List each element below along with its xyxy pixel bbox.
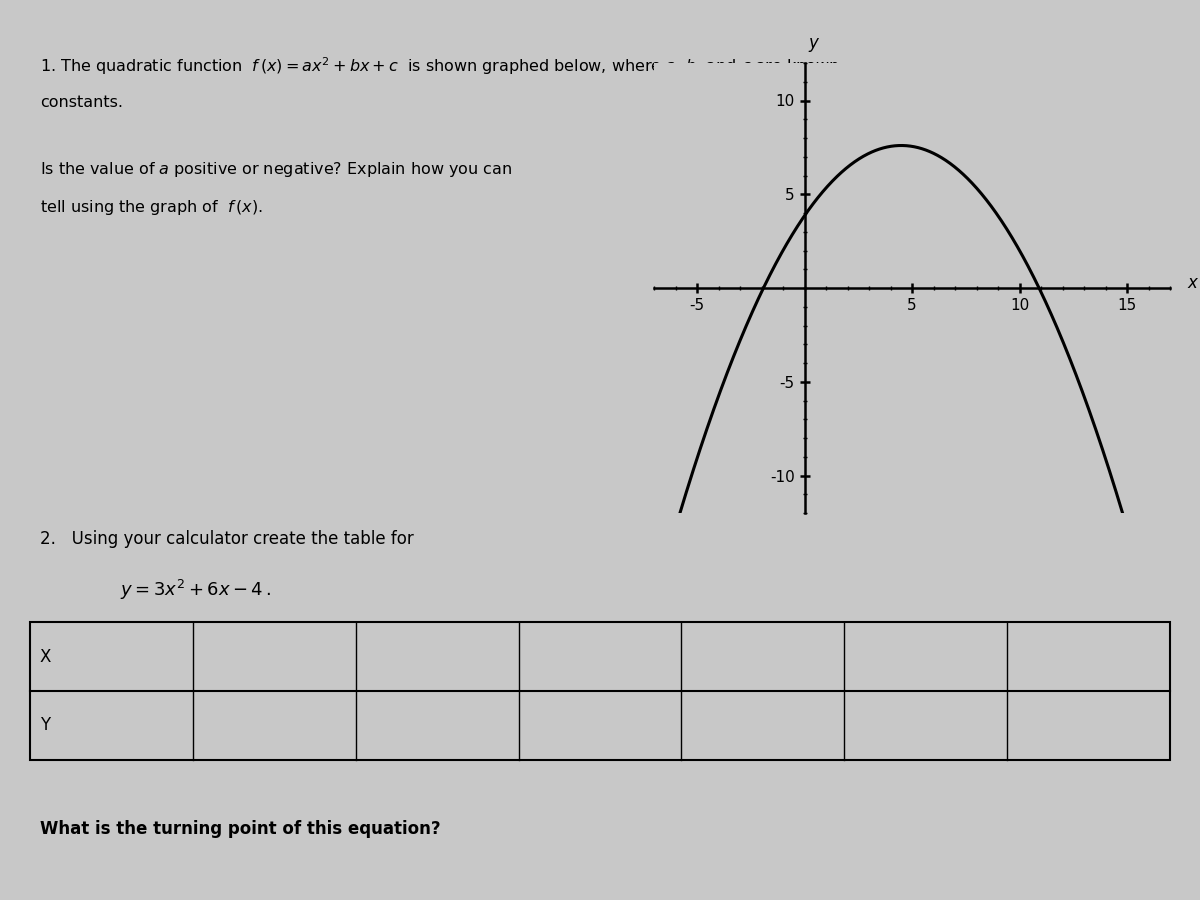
Text: Is the value of $a$ positive or negative? Explain how you can: Is the value of $a$ positive or negative…: [40, 160, 512, 179]
Bar: [30, 622, 1170, 760]
Text: $y=3x^2+6x-4\,.$: $y=3x^2+6x-4\,.$: [120, 578, 271, 602]
Text: Y: Y: [40, 716, 49, 734]
Text: x: x: [1187, 274, 1198, 292]
Text: constants.: constants.: [40, 95, 124, 110]
Text: X: X: [40, 647, 50, 665]
Text: 2.   Using your calculator create the table for: 2. Using your calculator create the tabl…: [40, 530, 414, 548]
Text: y: y: [808, 33, 818, 51]
Text: tell using the graph of  $f\,(x)$.: tell using the graph of $f\,(x)$.: [40, 198, 263, 217]
Text: 1. The quadratic function  $f\,(x)=ax^2+bx+c$  is shown graphed below, where $a$: 1. The quadratic function $f\,(x)=ax^2+b…: [40, 55, 840, 76]
Text: What is the turning point of this equation?: What is the turning point of this equati…: [40, 820, 440, 838]
